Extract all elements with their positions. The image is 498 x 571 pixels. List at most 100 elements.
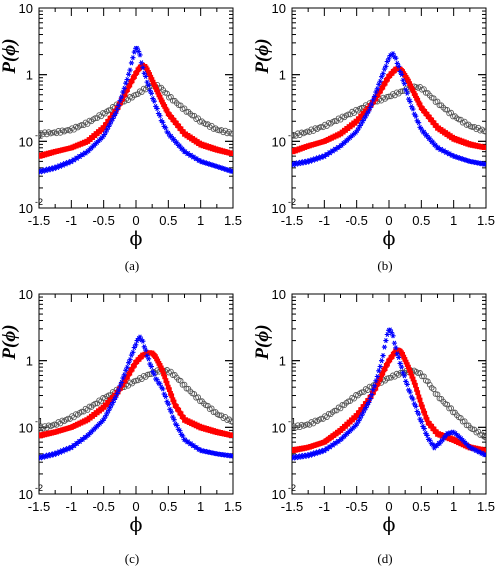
y-tick-label: 10 [272, 420, 286, 435]
point-star [160, 119, 166, 125]
point-filled-square [371, 99, 376, 105]
point-star [410, 396, 416, 402]
point-star [394, 351, 400, 357]
x-tick-label: 1 [450, 499, 457, 514]
point-filled-square [162, 374, 168, 380]
point-star [383, 338, 389, 344]
point-filled-square [104, 121, 109, 127]
point-filled-square [178, 411, 184, 417]
point-filled-square [101, 125, 107, 131]
y-tick-label: 1 [279, 68, 286, 83]
point-filled-square [415, 97, 421, 103]
point-filled-square [380, 84, 386, 90]
point-filled-square [129, 366, 135, 372]
y-axis-label: P(ϕ) [252, 38, 273, 74]
y-tick-label: 10 [19, 487, 33, 502]
x-tick-label: 0 [385, 213, 392, 228]
x-tick-label: -0.5 [345, 499, 367, 514]
data-area [39, 334, 233, 461]
point-open-circle [483, 128, 486, 135]
point-filled-square [385, 76, 390, 82]
x-tick-label: -1 [319, 213, 331, 228]
point-star [151, 98, 157, 104]
point-star [174, 422, 180, 429]
point-star [416, 411, 422, 417]
point-filled-square [415, 390, 421, 396]
y-tick-label: 10 [19, 420, 33, 435]
point-filled-square [359, 113, 365, 119]
point-star [398, 71, 405, 77]
data-area [292, 51, 486, 168]
point-filled-square [378, 375, 383, 381]
point-star [130, 55, 136, 61]
point-star [376, 368, 382, 374]
y-tick-label: 10 [19, 1, 33, 16]
point-open-circle [455, 116, 462, 123]
point-filled-square [122, 378, 128, 384]
point-filled-square [229, 150, 233, 156]
point-filled-square [108, 115, 114, 121]
point-filled-square [150, 79, 156, 85]
plot-frame [291, 7, 487, 209]
point-filled-square [418, 402, 424, 407]
point-filled-square [429, 423, 435, 429]
point-filled-square [412, 382, 418, 388]
point-star [398, 364, 405, 370]
point-filled-square [406, 78, 411, 84]
point-filled-square [164, 108, 170, 114]
point-open-circle [39, 130, 42, 137]
point-star [482, 452, 486, 458]
point-filled-square [166, 387, 172, 393]
point-filled-square [127, 82, 133, 88]
y-tick-exponent: -1 [288, 130, 296, 140]
point-star [410, 106, 416, 112]
point-filled-square [129, 78, 135, 84]
point-filled-square [371, 389, 376, 395]
point-star [140, 65, 146, 71]
point-star [177, 428, 183, 434]
point-filled-square [176, 407, 182, 413]
series-star [39, 45, 233, 175]
point-star [118, 379, 125, 385]
x-tick-label: 1 [450, 213, 457, 228]
point-open-circle [450, 409, 456, 416]
x-tick-label: 0 [132, 499, 139, 514]
point-filled-square [410, 376, 416, 382]
point-filled-square [132, 362, 137, 368]
point-star [145, 356, 152, 362]
point-star [124, 76, 130, 83]
y-tick-exponent: -1 [288, 416, 296, 426]
point-filled-square [424, 417, 430, 422]
point-star [121, 85, 127, 91]
point-open-circle [92, 115, 99, 121]
point-star [416, 120, 422, 126]
series-open-circle [39, 366, 233, 432]
point-filled-square [354, 413, 360, 418]
point-filled-square [373, 96, 379, 102]
point-open-circle [230, 131, 233, 137]
point-filled-square [385, 361, 390, 367]
y-tick-label: 1 [26, 68, 33, 83]
x-tick-label: 1.5 [477, 499, 495, 514]
point-filled-square [407, 367, 412, 373]
point-star [126, 71, 132, 77]
y-tick-exponent: -1 [35, 416, 43, 426]
point-filled-square [176, 123, 182, 129]
point-star [421, 426, 427, 432]
point-star [133, 342, 139, 348]
point-filled-square [118, 100, 123, 106]
point-filled-square [144, 67, 150, 73]
point-filled-square [373, 385, 379, 391]
point-filled-square [125, 87, 130, 93]
point-filled-square [157, 94, 163, 100]
point-filled-square [412, 93, 418, 98]
point-filled-square [149, 77, 155, 82]
panel-caption: (d) [377, 551, 392, 566]
y-axis-label: P(ϕ) [0, 324, 20, 360]
point-open-circle [183, 385, 190, 392]
x-tick-label: 1 [197, 499, 204, 514]
y-tick-label: 10 [272, 201, 286, 216]
series-star [292, 327, 486, 461]
x-tick-label: -1.5 [28, 213, 50, 228]
